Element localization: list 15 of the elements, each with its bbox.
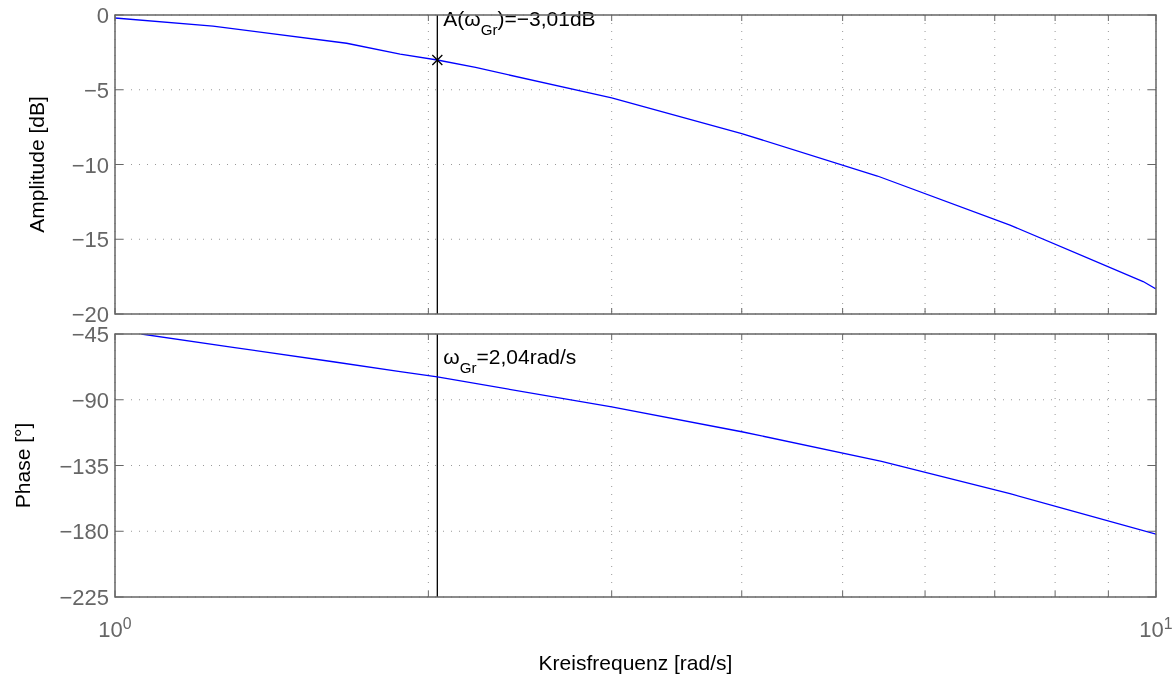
y-tick-label: −180 (59, 519, 109, 545)
y-axis-title: Amplitude [dB] (25, 96, 48, 233)
x-tick-label: 10$^{0}$ (98, 614, 132, 642)
y-tick-label: −90 (71, 387, 109, 413)
y-tick-label: −135 (59, 453, 109, 479)
y-axis-title: Phase [°] (11, 422, 34, 509)
ref-line-label: ω$_{Gr}$=2,04rad/s (443, 345, 577, 376)
x-tick-label: 10$^{1}$ (1139, 614, 1172, 642)
annotation: A(ω$_{Gr}$)=−3,01dB (443, 7, 596, 38)
x-axis-title: Kreisfrequenz [rad/s] (538, 651, 733, 674)
y-tick-label: 0 (96, 3, 109, 28)
y-tick-label: −225 (59, 585, 109, 610)
y-tick-label: −15 (71, 227, 109, 253)
y-tick-label: −10 (71, 152, 109, 178)
y-tick-label: −5 (83, 77, 109, 103)
